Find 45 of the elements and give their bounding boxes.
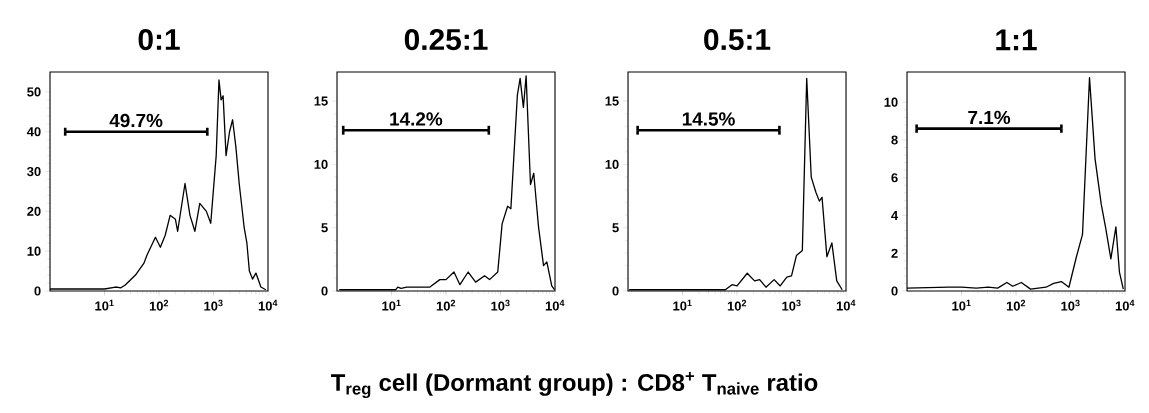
chart-title: 0.25:1: [404, 28, 488, 51]
chart-title: 0:1: [138, 28, 180, 51]
x-tick-label: 10$^{2}$: [436, 299, 456, 311]
annotation: 14.5%: [682, 112, 735, 126]
x-tick-label: 10$^{1}$: [952, 299, 971, 311]
x-tick-label: 10$^{2}$: [149, 299, 169, 311]
y-tick-label: 15: [605, 96, 619, 106]
x-tick-label: 10$^{4}$: [1115, 299, 1135, 311]
y-tick-label: 4: [891, 211, 899, 220]
x-axis-title: T$_{reg}$ cell (Dormant group) : CD8$^{+}$ T$_{naive}$ ratio: [331, 371, 818, 399]
annotation: 7.1%: [968, 110, 1011, 125]
x-tick-label: 10$^{1}$: [95, 299, 114, 311]
y-tick-label: 10: [884, 97, 898, 107]
y-tick-label: 0: [321, 286, 328, 296]
chart-title: 0.5:1: [704, 28, 771, 51]
y-tick-label: 30: [27, 166, 41, 177]
x-tick-label: 10$^{4}$: [258, 299, 278, 311]
y-tick-label: 10: [27, 246, 41, 256]
x-tick-label: 10$^{3}$: [204, 299, 223, 311]
y-tick-label: 10: [605, 159, 619, 169]
x-tick-label: 10$^{4}$: [545, 299, 565, 311]
y-tick-label: 8: [891, 135, 898, 145]
y-tick-label: 0: [612, 286, 619, 296]
x-tick-label: 10$^{1}$: [382, 299, 401, 311]
y-tick-label: 20: [27, 206, 41, 216]
y-tick-label: 5: [612, 223, 619, 233]
y-tick-label: 5: [321, 223, 328, 233]
y-tick-label: 0: [34, 286, 41, 296]
y-tick-label: 50: [27, 87, 41, 97]
y-tick-label: 2: [891, 248, 898, 258]
x-tick-label: 10$^{4}$: [836, 299, 856, 311]
x-tick-label: 10$^{1}$: [673, 299, 692, 311]
y-tick-label: 40: [26, 127, 41, 137]
x-tick-label: 10$^{3}$: [782, 299, 801, 311]
x-tick-label: 10$^{3}$: [1061, 299, 1080, 311]
x-tick-label: 10$^{2}$: [1006, 299, 1026, 311]
x-tick-label: 10$^{2}$: [727, 299, 747, 311]
y-tick-label: 0: [891, 286, 898, 296]
y-tick-label: 15: [314, 96, 328, 106]
annotation: 14.2%: [390, 112, 443, 126]
y-tick-label: 10: [314, 159, 328, 169]
y-tick-label: 6: [891, 173, 898, 183]
x-tick-label: 10$^{3}$: [491, 299, 510, 311]
chart-title: 1:1: [996, 29, 1037, 51]
annotation: 49.7%: [109, 113, 163, 128]
